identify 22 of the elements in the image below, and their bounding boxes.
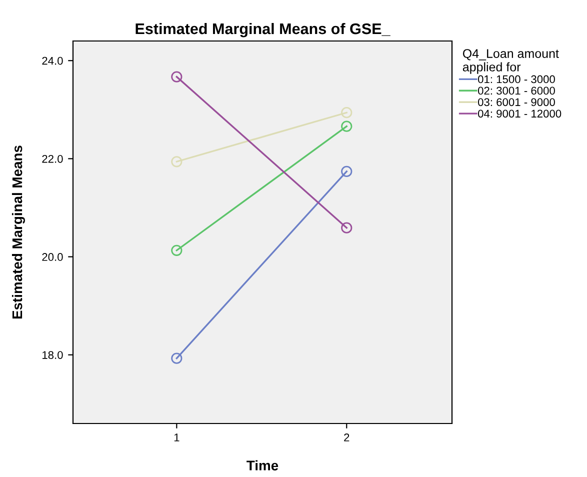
y-tick-label: 20.0 [42, 253, 63, 261]
point [341, 166, 352, 177]
x-axis-title: Time [246, 460, 278, 470]
legend-label: 02: 3001 - 6000 [478, 86, 555, 95]
legend-title: Q4_Loan amount applied for [462, 49, 559, 74]
legend-label: 03: 6001 - 9000 [478, 98, 555, 106]
point [171, 244, 182, 256]
point [171, 71, 182, 82]
y-tick-label: 22.0 [42, 154, 63, 163]
chart-title: Estimated Marginal Means of GSE_ [136, 22, 390, 38]
point [341, 120, 352, 132]
y-tick-label: 18.0 [42, 351, 63, 359]
point [341, 222, 352, 234]
point [171, 352, 182, 364]
legend-label: 01: 1500 - 3000 [478, 75, 555, 84]
legend-label: 04: 9001 - 12000 [478, 110, 562, 118]
point [171, 156, 182, 168]
x-tick-label: 1 [174, 434, 180, 442]
y-tick-label: 24.0 [42, 56, 63, 65]
point [341, 107, 352, 118]
x-tick-label: 2 [344, 434, 350, 442]
y-axis-title: Estimated Marginal Means [12, 146, 25, 319]
